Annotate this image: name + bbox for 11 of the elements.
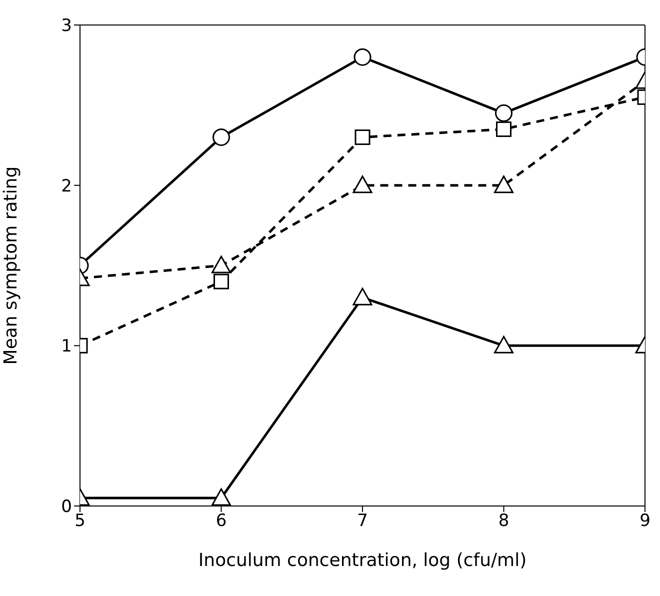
y-tick-label: 1 [61,336,72,357]
y-tick-label: 0 [61,497,72,518]
y-axis-title: Mean symptom rating [0,166,22,365]
x-tick-label: 6 [216,511,227,532]
x-tick-label: 5 [74,511,86,532]
y-tick-label: 3 [61,16,72,36]
y-tick-label: 2 [61,176,72,196]
x-axis-title: Inoculum concentration, log (cfu/ml) [198,550,527,571]
x-tick-label: 8 [498,511,510,532]
x-tick-label: 7 [357,511,368,532]
x-tick-label: 9 [640,511,650,532]
